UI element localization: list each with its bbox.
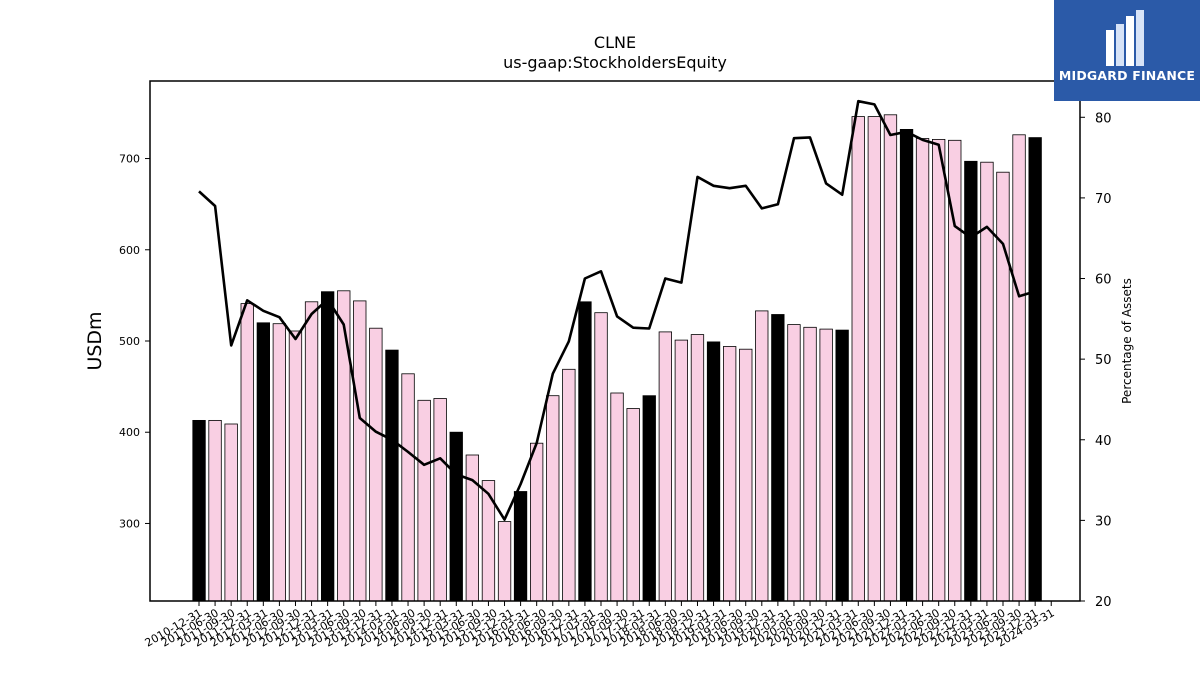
bar bbox=[208, 419, 222, 602]
bar bbox=[433, 398, 447, 602]
bar bbox=[530, 442, 544, 602]
bar bbox=[256, 322, 271, 602]
bar bbox=[385, 349, 399, 602]
bar bbox=[706, 341, 721, 602]
y-tick-label: 600 bbox=[119, 244, 140, 257]
chart-title: CLNE bbox=[594, 33, 636, 52]
bar bbox=[835, 329, 849, 602]
y2-tick-label: 40 bbox=[1095, 434, 1112, 449]
bar bbox=[417, 399, 431, 602]
bar bbox=[240, 303, 254, 602]
y-tick-label: 300 bbox=[119, 517, 140, 530]
bar bbox=[465, 454, 480, 602]
y-axis-left: 300 400 500 600 700 bbox=[119, 153, 150, 530]
y2-axis-label: Percentage of Assets bbox=[1120, 278, 1134, 404]
bar bbox=[996, 171, 1010, 602]
bar bbox=[546, 395, 560, 602]
bar bbox=[449, 431, 463, 602]
percentage-line bbox=[198, 99, 1036, 521]
bar bbox=[787, 324, 801, 602]
bar bbox=[723, 346, 737, 602]
bar bbox=[899, 128, 914, 602]
bar bbox=[272, 323, 287, 602]
bar bbox=[353, 300, 367, 602]
bar bbox=[915, 138, 930, 602]
bar bbox=[513, 491, 528, 602]
bar bbox=[803, 326, 817, 602]
x-axis: 2010-12-312011-06-302011-09-302011-12-31… bbox=[143, 601, 1057, 650]
bar bbox=[932, 138, 946, 602]
bar bbox=[320, 291, 335, 602]
bar bbox=[562, 368, 576, 602]
bar bbox=[304, 301, 319, 602]
logo-mark-icon bbox=[1106, 10, 1144, 66]
bar bbox=[739, 348, 753, 602]
bar bbox=[1028, 137, 1042, 602]
bar bbox=[224, 423, 238, 602]
y2-tick-label: 20 bbox=[1095, 595, 1112, 610]
bar bbox=[401, 373, 415, 602]
logo-text: MIDGARD FINANCE bbox=[1058, 68, 1196, 83]
bar bbox=[690, 334, 705, 602]
bar bbox=[755, 310, 769, 602]
bar bbox=[369, 327, 383, 602]
y2-tick-label: 80 bbox=[1095, 111, 1112, 126]
y-tick-label: 400 bbox=[119, 426, 140, 439]
bar bbox=[288, 330, 303, 602]
y2-tick-label: 30 bbox=[1095, 514, 1112, 529]
midgard-finance-logo: MIDGARD FINANCE bbox=[1054, 0, 1200, 101]
y-axis-label: USDm bbox=[84, 311, 106, 370]
bar bbox=[867, 116, 881, 602]
bar-group bbox=[192, 114, 1042, 602]
bar bbox=[964, 160, 978, 602]
bar bbox=[610, 392, 624, 602]
y-axis-right: 20 30 40 50 60 70 80 bbox=[1080, 111, 1112, 610]
bar bbox=[819, 328, 833, 602]
bar bbox=[192, 419, 206, 602]
bar bbox=[1012, 134, 1026, 602]
bar bbox=[594, 312, 608, 602]
bar bbox=[497, 521, 512, 602]
bar bbox=[674, 339, 688, 602]
y-tick-label: 700 bbox=[119, 153, 140, 166]
y2-tick-label: 70 bbox=[1095, 192, 1112, 207]
bar bbox=[578, 301, 592, 602]
y2-tick-label: 60 bbox=[1095, 273, 1112, 288]
chart-subtitle: us-gaap:StockholdersEquity bbox=[503, 53, 727, 72]
bar bbox=[851, 116, 865, 602]
bar bbox=[883, 114, 898, 602]
y2-tick-label: 50 bbox=[1095, 353, 1112, 368]
bar bbox=[626, 408, 640, 602]
bar bbox=[642, 395, 656, 602]
line-layer bbox=[198, 99, 1036, 521]
y-tick-label: 500 bbox=[119, 335, 140, 348]
bar bbox=[658, 331, 672, 602]
bar bbox=[337, 290, 351, 602]
bar bbox=[771, 314, 785, 602]
